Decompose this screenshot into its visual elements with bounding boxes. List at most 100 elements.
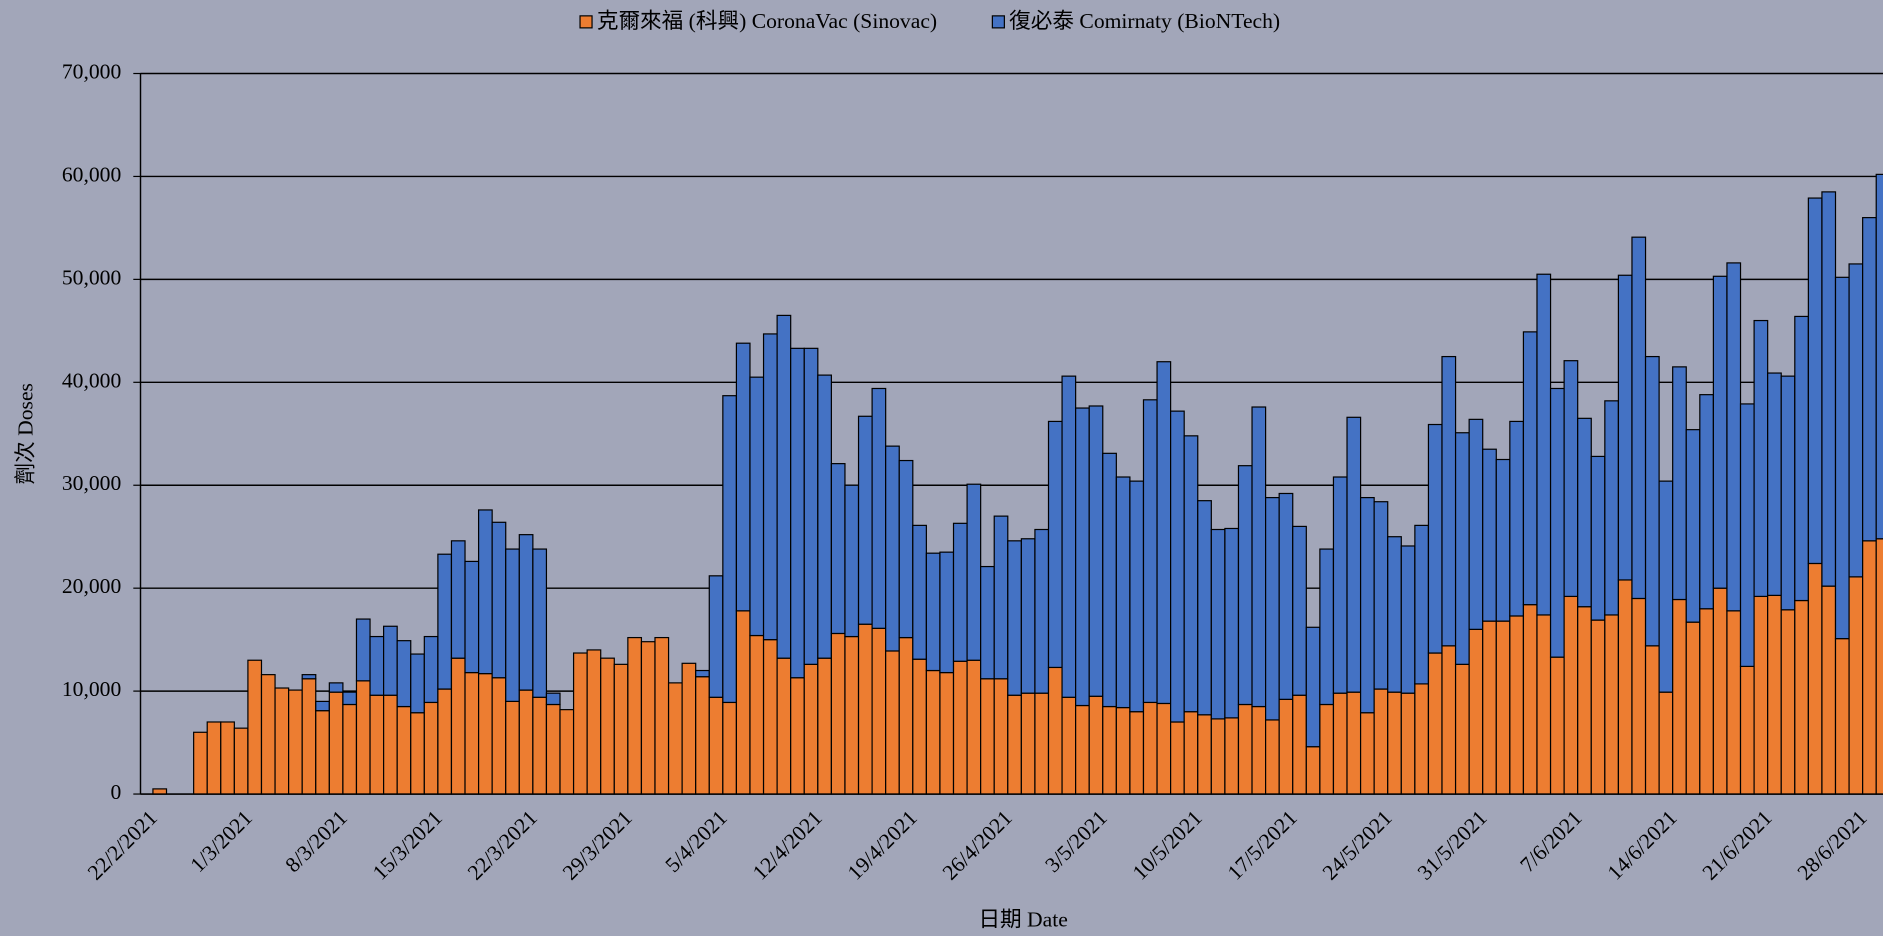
bar-segment: [939, 551, 955, 674]
bar-segment: [1753, 319, 1769, 598]
bar-segment: [1563, 595, 1579, 795]
bar-segment: [545, 692, 561, 706]
bar-segment: [491, 521, 507, 679]
bar-segment: [532, 696, 548, 795]
bar-segment: [1536, 273, 1552, 616]
y-tick-label: 20,000: [62, 574, 121, 598]
bar-segment: [1224, 717, 1240, 795]
bar-segment: [1780, 609, 1796, 795]
bar-segment: [1604, 400, 1620, 616]
bar-segment: [1590, 455, 1606, 621]
bar-segment: [735, 610, 751, 795]
bar-segment: [1834, 638, 1850, 795]
bar-segment: [383, 625, 398, 696]
bar-segment: [247, 659, 263, 795]
bar-segment: [1875, 538, 1883, 795]
bar-segment: [1129, 480, 1145, 713]
bar-segment: [450, 657, 466, 795]
bar-segment: [1414, 524, 1430, 685]
bar-segment: [1536, 614, 1552, 795]
bar-segment: [1359, 712, 1375, 795]
bar-segment: [1278, 492, 1294, 700]
bar-segment: [1617, 274, 1633, 581]
bar-segment: [1251, 406, 1267, 708]
bar-segment: [722, 395, 738, 704]
bar-segment: [1441, 645, 1457, 795]
bar-segment: [1848, 576, 1864, 795]
bar-segment: [1332, 476, 1348, 694]
bar-segment: [1685, 621, 1701, 795]
bar-segment: [1739, 665, 1755, 795]
bar-segment: [464, 671, 480, 795]
bar-segment: [355, 618, 371, 682]
bar-segment: [1292, 525, 1307, 696]
y-tick-label: 70,000: [62, 59, 121, 83]
bar-segment: [152, 788, 168, 795]
bar-segment: [1834, 276, 1850, 640]
bar-segment: [1699, 608, 1714, 795]
bar-segment: [1563, 360, 1579, 598]
bar-segment: [1454, 663, 1470, 795]
bar-segment: [1577, 606, 1592, 795]
bar-segment: [1522, 331, 1538, 606]
bar-segment: [1862, 540, 1877, 795]
bar-segment: [1142, 701, 1158, 795]
bar-segment: [1875, 173, 1883, 540]
bar-segment: [1332, 692, 1348, 795]
bar-segment: [1549, 656, 1565, 795]
bar-segment: [437, 688, 453, 795]
bar-segment: [1197, 714, 1212, 795]
bar-segment: [1007, 694, 1022, 795]
bar-segment: [1644, 645, 1660, 795]
bar-segment: [790, 347, 805, 679]
bar-segment: [817, 657, 832, 795]
bar-segment: [708, 696, 724, 795]
bar-segment: [1577, 417, 1592, 608]
bar-segment: [1631, 597, 1647, 795]
bar-segment: [912, 658, 927, 795]
bar-segment: [912, 524, 927, 660]
bar-segment: [518, 689, 534, 795]
bar-segment: [749, 376, 765, 637]
bar-segment: [776, 314, 792, 659]
bar-segment: [1278, 698, 1294, 795]
bar-segment: [274, 687, 290, 795]
bar-segment: [952, 660, 968, 795]
bar-segment: [1251, 705, 1267, 795]
bar-segment: [1102, 705, 1117, 795]
bar-segment: [1075, 704, 1090, 795]
bar-segment: [925, 669, 941, 795]
bar-segment: [844, 484, 860, 638]
bar-segment: [1739, 403, 1755, 668]
bar-segment: [1210, 718, 1226, 795]
bar-segment: [396, 705, 412, 795]
bar-segment: [1468, 418, 1484, 630]
bar-segment: [437, 553, 453, 690]
y-tick-label: 30,000: [62, 471, 121, 495]
legend-label: 復必泰 Comirnaty (BioNTech): [1009, 9, 1280, 33]
bar-segment: [952, 522, 968, 662]
bar-segment: [1237, 703, 1253, 795]
legend-label: 克爾來福 (科興) CoronaVac (Sinovac): [597, 9, 937, 33]
bar-segment: [1604, 614, 1620, 795]
bar-segment: [1156, 702, 1172, 795]
bar-segment: [383, 694, 398, 795]
bar-segment: [1210, 528, 1226, 720]
y-tick-label: 50,000: [62, 265, 121, 289]
bar-segment: [1156, 361, 1172, 705]
bar-segment: [505, 548, 520, 703]
bar-segment: [369, 694, 385, 795]
bar-segment: [1047, 666, 1063, 795]
bar-segment: [640, 641, 656, 795]
bar-segment: [722, 701, 738, 795]
bar-segment: [1373, 688, 1389, 795]
bar-segment: [1862, 217, 1877, 542]
bar-segment: [491, 677, 507, 795]
bar-segment: [1237, 465, 1253, 706]
bar-segment: [1672, 598, 1687, 795]
bar-segment: [1170, 410, 1185, 723]
bar-segment: [477, 509, 493, 675]
bar-segment: [1373, 501, 1389, 690]
bar-segment: [695, 669, 710, 678]
bar-segment: [450, 540, 466, 659]
